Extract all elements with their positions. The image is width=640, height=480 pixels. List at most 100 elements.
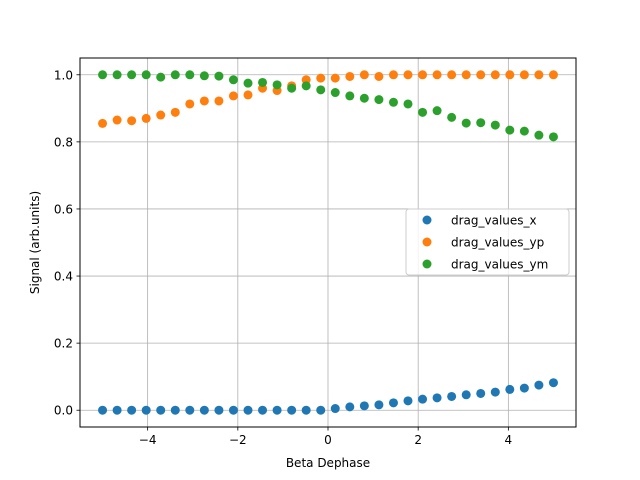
- x-tick-label: 4: [505, 433, 513, 447]
- data-point-drag_values_x: [388, 398, 398, 408]
- data-point-drag_values_ym: [330, 88, 340, 98]
- data-point-drag_values_x: [330, 404, 340, 414]
- data-point-drag_values_x: [534, 380, 544, 390]
- data-point-drag_values_x: [301, 405, 311, 415]
- data-point-drag_values_yp: [112, 115, 122, 125]
- data-point-drag_values_ym: [374, 95, 384, 105]
- data-point-drag_values_ym: [141, 70, 151, 80]
- x-tick-label: 0: [324, 433, 332, 447]
- data-point-drag_values_ym: [476, 118, 486, 128]
- data-point-drag_values_yp: [476, 70, 486, 80]
- data-point-drag_values_ym: [447, 112, 457, 122]
- data-point-drag_values_x: [418, 394, 428, 404]
- data-point-drag_values_yp: [403, 70, 413, 80]
- data-point-drag_values_x: [112, 405, 122, 415]
- data-point-drag_values_yp: [490, 70, 500, 80]
- data-point-drag_values_yp: [170, 107, 180, 117]
- data-point-drag_values_ym: [403, 99, 413, 109]
- data-point-drag_values_ym: [316, 85, 326, 95]
- data-point-drag_values_x: [359, 401, 369, 411]
- data-point-drag_values_ym: [418, 107, 428, 117]
- data-point-drag_values_yp: [374, 71, 384, 81]
- data-point-drag_values_yp: [359, 70, 369, 80]
- legend: drag_values_x drag_values_yp drag_values_y…: [405, 208, 570, 276]
- data-point-drag_values_yp: [548, 70, 558, 80]
- data-point-drag_values_x: [170, 405, 180, 415]
- data-point-drag_values_ym: [490, 120, 500, 130]
- x-tick-label: 2: [414, 433, 422, 447]
- data-point-drag_values_x: [258, 405, 268, 415]
- y-tick-label: 0.4: [54, 270, 73, 284]
- legend-label: drag_values_ym: [451, 258, 548, 272]
- data-point-drag_values_yp: [388, 70, 398, 80]
- data-point-drag_values_x: [476, 388, 486, 398]
- data-point-drag_values_yp: [214, 96, 224, 106]
- data-point-drag_values_ym: [170, 70, 180, 80]
- data-point-drag_values_x: [141, 405, 151, 415]
- legend-label: drag_values_yp: [451, 236, 544, 250]
- data-point-drag_values_yp: [185, 99, 195, 109]
- data-point-drag_values_yp: [316, 73, 326, 83]
- data-point-drag_values_x: [199, 405, 209, 415]
- y-tick-label: 0.2: [54, 337, 73, 351]
- data-point-drag_values_yp: [243, 90, 253, 100]
- data-point-drag_values_x: [287, 405, 297, 415]
- data-points: [98, 70, 558, 415]
- data-point-drag_values_ym: [156, 72, 166, 82]
- data-point-drag_values_x: [228, 405, 238, 415]
- y-tick-label: 1.0: [54, 68, 73, 82]
- data-point-drag_values_x: [461, 390, 471, 400]
- data-point-drag_values_yp: [141, 113, 151, 123]
- data-point-drag_values_ym: [185, 70, 195, 80]
- data-point-drag_values_x: [447, 391, 457, 401]
- legend-marker: [422, 237, 432, 247]
- data-point-drag_values_x: [156, 405, 166, 415]
- data-point-drag_values_x: [490, 387, 500, 397]
- data-point-drag_values_ym: [228, 75, 238, 85]
- data-point-drag_values_ym: [548, 132, 558, 142]
- data-point-drag_values_ym: [199, 71, 209, 81]
- legend-marker: [422, 215, 432, 225]
- data-point-drag_values_ym: [258, 77, 268, 87]
- data-point-drag_values_ym: [519, 126, 529, 136]
- data-point-drag_values_x: [403, 396, 413, 406]
- legend-label: drag_values_x: [451, 214, 537, 228]
- data-point-drag_values_yp: [432, 70, 442, 80]
- data-point-drag_values_x: [345, 402, 355, 412]
- y-tick-label: 0.0: [54, 404, 73, 418]
- data-point-drag_values_x: [316, 405, 326, 415]
- data-point-drag_values_x: [374, 400, 384, 410]
- data-point-drag_values_yp: [534, 70, 544, 80]
- data-point-drag_values_ym: [345, 91, 355, 101]
- data-point-drag_values_x: [432, 393, 442, 403]
- data-point-drag_values_ym: [243, 78, 253, 88]
- data-point-drag_values_ym: [112, 70, 122, 80]
- data-point-drag_values_x: [505, 384, 515, 394]
- data-point-drag_values_yp: [199, 96, 209, 106]
- data-point-drag_values_yp: [127, 116, 137, 126]
- x-tick-label: −2: [229, 433, 247, 447]
- data-point-drag_values_x: [98, 405, 108, 415]
- data-point-drag_values_ym: [461, 118, 471, 128]
- data-point-drag_values_yp: [447, 70, 457, 80]
- data-point-drag_values_yp: [519, 70, 529, 80]
- data-point-drag_values_yp: [418, 70, 428, 80]
- data-point-drag_values_ym: [98, 70, 108, 80]
- data-point-drag_values_ym: [505, 125, 515, 135]
- data-point-drag_values_ym: [287, 83, 297, 93]
- data-point-drag_values_yp: [461, 70, 471, 80]
- data-point-drag_values_x: [272, 405, 282, 415]
- x-axis-label: Beta Dephase: [286, 456, 370, 470]
- y-tick-label: 0.8: [54, 135, 73, 149]
- data-point-drag_values_x: [519, 383, 529, 393]
- axis-ticks: −4 −2 0 2 4 0.0 0.2 0.4 0.6 0.8 1.0: [54, 68, 512, 447]
- data-point-drag_values_ym: [301, 81, 311, 91]
- x-tick-label: −4: [139, 433, 157, 447]
- y-tick-label: 0.6: [54, 202, 73, 216]
- data-point-drag_values_ym: [388, 97, 398, 107]
- data-point-drag_values_x: [214, 405, 224, 415]
- legend-marker: [422, 259, 432, 269]
- data-point-drag_values_ym: [359, 93, 369, 103]
- data-point-drag_values_x: [185, 405, 195, 415]
- data-point-drag_values_x: [127, 405, 137, 415]
